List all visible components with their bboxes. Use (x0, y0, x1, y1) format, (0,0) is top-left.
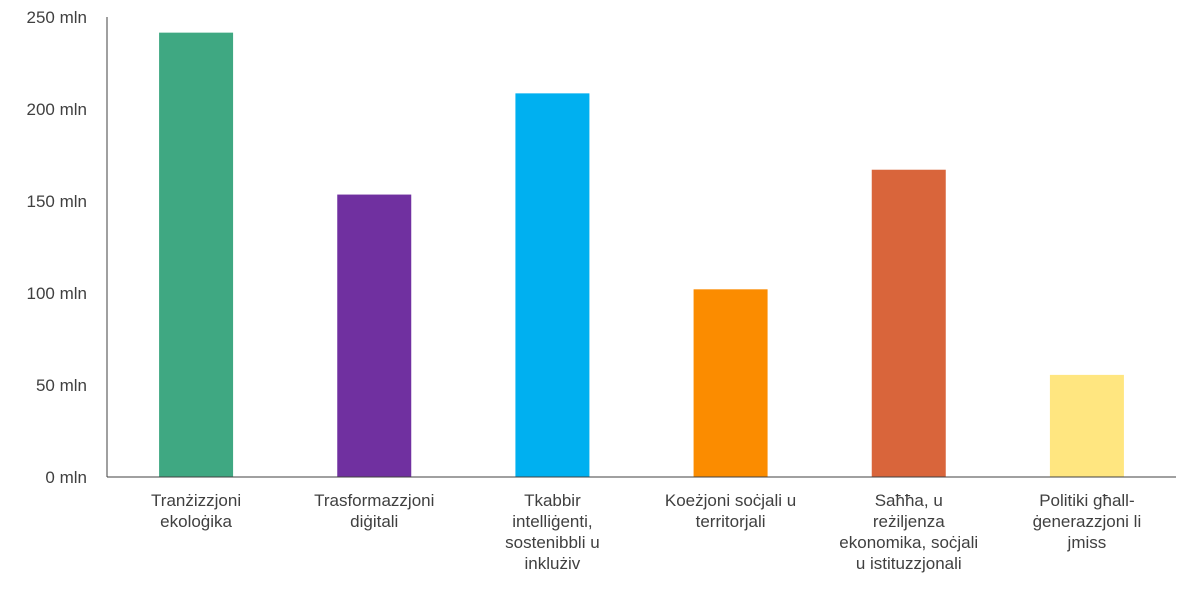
x-tick-label: Tkabbir intelliġenti, sostenibbli u inklużi… (505, 491, 600, 573)
x-tick-label: Saħħa, u reżiljenza ekonomika, soċjali u is… (839, 491, 978, 573)
y-tick-label: 100 mln (27, 284, 87, 303)
x-tick-label: Politiki għall-ġenerazzjoni li jmiss (1033, 491, 1142, 552)
y-tick-label: 150 mln (27, 192, 87, 211)
bar (515, 93, 590, 478)
bar (337, 194, 412, 477)
x-tick-label: Koeżjoni soċjali u territorjali (665, 491, 796, 531)
y-tick-label: 0 mln (45, 468, 87, 487)
y-tick-label: 250 mln (27, 8, 87, 27)
axes (106, 17, 1176, 478)
y-tick-label: 50 mln (36, 376, 87, 395)
bar (159, 32, 234, 477)
bars (159, 32, 1124, 478)
x-tick-label: Tranżizzjoni ekoloġika (151, 491, 241, 531)
bar (1049, 374, 1124, 477)
x-tick-label: Trasformazzjoni diġitali (314, 491, 434, 531)
bar (871, 169, 946, 477)
x-axis-category-labels: Tranżizzjoni ekoloġika Trasformazzjoni diġi… (151, 491, 1141, 573)
y-axis-tick-labels: 0 mln 50 mln 100 mln 150 mln 200 mln 250 mln (27, 8, 87, 487)
bar (693, 289, 768, 477)
y-tick-label: 200 mln (27, 100, 87, 119)
